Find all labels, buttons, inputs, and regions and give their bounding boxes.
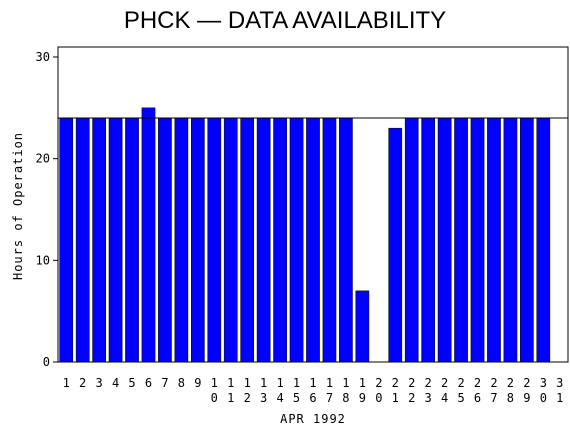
x-tick-label: 1: [63, 376, 70, 390]
bar: [256, 117, 271, 363]
y-tick-label: 10: [36, 253, 50, 267]
bar: [289, 117, 304, 363]
bar: [421, 117, 435, 363]
bar: [355, 290, 370, 363]
x-tick-label: 6: [145, 376, 152, 390]
bar: [470, 117, 485, 363]
bar: [306, 117, 320, 363]
x-tick-label: 3: [96, 376, 103, 390]
x-axis-label: APR 1992: [280, 412, 346, 426]
y-tick-label: 20: [36, 152, 50, 166]
bar: [158, 117, 172, 363]
bar: [339, 117, 353, 363]
bar: [536, 117, 551, 363]
bar: [487, 117, 501, 363]
x-tick-label: 7: [161, 376, 168, 390]
x-tick-label: 9: [194, 376, 201, 390]
bar: [125, 117, 139, 363]
bar: [454, 117, 468, 363]
x-tick-label: 4: [112, 376, 119, 390]
bar: [207, 117, 222, 363]
bar: [404, 117, 419, 363]
bar: [223, 117, 238, 363]
y-tick-label: 30: [36, 50, 50, 64]
bar: [141, 107, 156, 363]
bar: [520, 117, 534, 363]
bar: [437, 117, 452, 363]
bar: [108, 117, 123, 363]
x-tick-label: 2: [79, 376, 86, 390]
y-axis-label: Hours of Operation: [11, 132, 25, 280]
bar: [503, 117, 518, 363]
x-tick-label: 8: [178, 376, 185, 390]
y-tick-label: 0: [43, 355, 50, 369]
bar: [273, 117, 287, 363]
bar: [240, 117, 255, 363]
bar: [92, 117, 106, 363]
bar: [322, 117, 337, 363]
bar: [191, 117, 205, 363]
x-tick-label: 5: [128, 376, 135, 390]
chart-title: PHCK — DATA AVAILABILITY: [124, 7, 446, 34]
bar: [174, 117, 189, 363]
bar: [388, 127, 403, 363]
bar: [59, 117, 74, 363]
bar: [75, 117, 90, 363]
